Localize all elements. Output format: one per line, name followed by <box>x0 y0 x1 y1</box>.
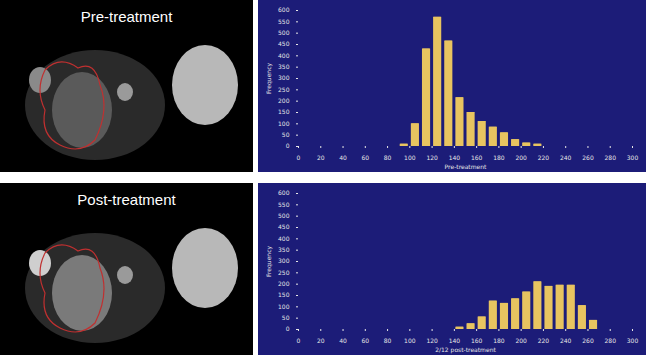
svg-text:400: 400 <box>278 235 290 242</box>
svg-text:2/12 post-treatment: 2/12 post-treatment <box>435 346 496 354</box>
svg-text:200: 200 <box>278 280 290 287</box>
svg-text:150: 150 <box>278 291 290 298</box>
svg-text:180: 180 <box>493 154 505 161</box>
svg-text:350: 350 <box>278 246 290 253</box>
svg-text:450: 450 <box>278 223 290 230</box>
svg-text:80: 80 <box>384 337 392 344</box>
svg-text:100: 100 <box>404 337 416 344</box>
html-text:Post-treatment: Post-treatment <box>77 191 176 208</box>
svg-text:200: 200 <box>278 97 290 104</box>
svg-text:500: 500 <box>278 29 290 36</box>
svg-text:350: 350 <box>278 63 290 70</box>
svg-text:0: 0 <box>297 154 301 161</box>
svg-text:200: 200 <box>515 154 527 161</box>
svg-text:100: 100 <box>278 303 290 310</box>
svg-text:240: 240 <box>560 337 572 344</box>
svg-text:50: 50 <box>282 314 290 321</box>
svg-text:450: 450 <box>278 40 290 47</box>
svg-text:80: 80 <box>384 154 392 161</box>
svg-text:220: 220 <box>538 154 550 161</box>
svg-text:50: 50 <box>282 131 290 138</box>
svg-text:160: 160 <box>471 337 483 344</box>
svg-text:500: 500 <box>278 212 290 219</box>
svg-text:60: 60 <box>361 337 369 344</box>
svg-text:600: 600 <box>278 6 290 13</box>
svg-text:Frequency: Frequency <box>265 63 273 94</box>
svg-text:120: 120 <box>426 337 438 344</box>
svg-text:0: 0 <box>297 337 301 344</box>
svg-text:300: 300 <box>278 74 290 81</box>
svg-text:160: 160 <box>471 154 483 161</box>
svg-text:250: 250 <box>278 86 290 93</box>
svg-text:180: 180 <box>493 337 505 344</box>
svg-text:600: 600 <box>278 189 290 196</box>
html-text:Pre-treatment: Pre-treatment <box>80 8 173 25</box>
svg-text:550: 550 <box>278 18 290 25</box>
svg-text:250: 250 <box>278 269 290 276</box>
svg-text:40: 40 <box>339 154 347 161</box>
svg-text:0: 0 <box>286 325 290 332</box>
svg-text:260: 260 <box>582 154 594 161</box>
svg-text:200: 200 <box>515 337 527 344</box>
svg-text:0: 0 <box>286 142 290 149</box>
svg-text:300: 300 <box>627 154 639 161</box>
svg-text:300: 300 <box>278 257 290 264</box>
svg-text:20: 20 <box>317 337 325 344</box>
svg-text:550: 550 <box>278 201 290 208</box>
svg-text:100: 100 <box>404 154 416 161</box>
svg-text:140: 140 <box>449 337 461 344</box>
svg-text:40: 40 <box>339 337 347 344</box>
svg-text:100: 100 <box>278 120 290 127</box>
svg-text:120: 120 <box>426 154 438 161</box>
svg-text:Frequency: Frequency <box>265 246 273 277</box>
svg-text:280: 280 <box>605 154 617 161</box>
svg-text:60: 60 <box>361 154 369 161</box>
svg-text:280: 280 <box>605 337 617 344</box>
svg-text:260: 260 <box>582 337 594 344</box>
svg-text:300: 300 <box>627 337 639 344</box>
svg-text:150: 150 <box>278 108 290 115</box>
svg-text:400: 400 <box>278 52 290 59</box>
svg-text:Pre-treatment: Pre-treatment <box>445 163 487 170</box>
svg-text:220: 220 <box>538 337 550 344</box>
svg-text:240: 240 <box>560 154 572 161</box>
svg-text:20: 20 <box>317 154 325 161</box>
svg-text:140: 140 <box>449 154 461 161</box>
